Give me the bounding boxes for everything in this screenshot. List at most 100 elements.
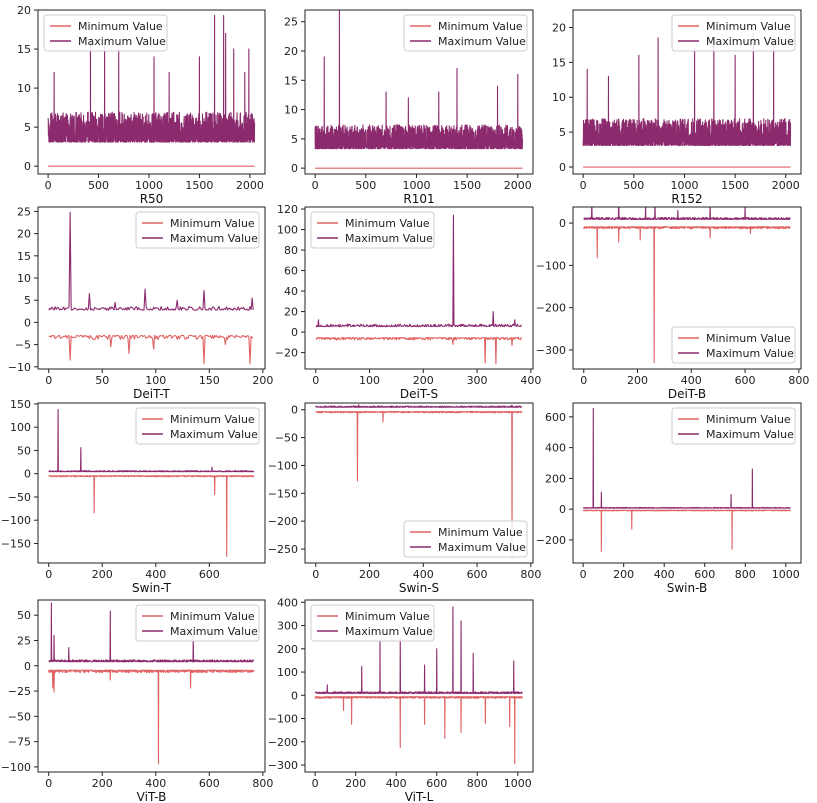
legend-minimum-label: Minimum Value (706, 413, 791, 426)
plot-area (582, 407, 791, 553)
x-tick-label: 0 (45, 568, 52, 581)
x-tick-label: 0 (580, 374, 587, 387)
y-tick-label: −100 (1, 761, 31, 774)
legend-box (671, 14, 796, 52)
x-tick-label: 600 (735, 374, 756, 387)
x-tick-label: 150 (199, 374, 220, 387)
x-tick-label: 50 (95, 374, 109, 387)
x-axis-label: ViT-L (405, 790, 434, 803)
legend-minimum-label: Minimum Value (438, 20, 523, 33)
x-tick-label: 600 (467, 568, 488, 581)
axes-frame (304, 206, 534, 370)
y-tick-label: 0 (24, 316, 31, 329)
maximum-value-line (583, 207, 791, 220)
x-tick-label: 0 (312, 179, 319, 192)
legend: Minimum Value Maximum Value (403, 14, 528, 52)
y-tick-label: −100 (1, 514, 31, 527)
x-tick-label: 100 (145, 374, 166, 387)
y-tick-label: 400 (545, 442, 566, 455)
subplot-swin-t: 0 200 400 600 −150 −100 −50 0 50 100 150 Swin-T Mini… (1, 398, 266, 595)
y-tick-label: 15 (17, 43, 31, 56)
legend-box (671, 407, 796, 445)
y-tick-label: 20 (284, 306, 298, 319)
x-tick-label: 1500 (453, 179, 481, 192)
y-tick-label: −150 (1, 537, 31, 550)
x-axis-label: R101 (403, 192, 434, 206)
x-tick-label: 400 (145, 568, 166, 581)
legend-minimum-label: Minimum Value (78, 20, 163, 33)
legend-minimum-label: Minimum Value (170, 217, 255, 230)
y-tick-label: 25 (284, 16, 298, 29)
y-tick-label: −300 (268, 759, 298, 772)
x-tick-label: 0 (580, 179, 587, 192)
y-tick-label: −100 (536, 259, 566, 272)
legend-minimum-label: Minimum Value (438, 526, 523, 539)
y-tick-label: 10 (17, 82, 31, 95)
y-tick-label: 15 (17, 250, 31, 263)
x-tick-label: 200 (92, 568, 113, 581)
y-tick-label: 20 (17, 228, 31, 241)
y-tick-label: 0 (559, 161, 566, 174)
x-tick-label: 0 (312, 568, 319, 581)
legend-maximum-label: Maximum Value (345, 625, 433, 638)
legend: Minimum Value Maximum Value (671, 326, 796, 364)
y-tick-label: 15 (284, 74, 298, 87)
x-tick-label: 0 (312, 374, 319, 387)
x-tick-label: 400 (520, 374, 541, 387)
y-tick-label: 5 (24, 121, 31, 134)
y-tick-label: 120 (277, 203, 298, 216)
minimum-value-line (48, 475, 255, 558)
legend-minimum-label: Minimum Value (170, 610, 255, 623)
y-tick-label: 20 (284, 45, 298, 58)
x-tick-label: 0 (45, 374, 52, 387)
legend-maximum-label: Maximum Value (78, 35, 166, 48)
plot-area (582, 26, 792, 168)
minimum-value-line (314, 696, 523, 765)
x-tick-label: 400 (386, 777, 407, 790)
y-tick-label: 0 (24, 660, 31, 673)
x-axis-label: R152 (671, 192, 702, 206)
subplot-vit-l: 0 200 400 600 800 1000 −300 −200 −100 0 100 200 300 4… (268, 596, 534, 803)
legend-box (135, 407, 260, 445)
y-tick-label: −300 (536, 344, 566, 357)
legend-maximum-label: Maximum Value (345, 232, 433, 245)
x-tick-label: 0 (45, 179, 52, 192)
y-tick-label: 15 (552, 56, 566, 69)
y-tick-label: −100 (268, 459, 298, 472)
y-tick-label: 20 (17, 4, 31, 17)
subplot-deit-b: 0 200 400 600 800 −300 −200 −100 0 DeiT-B Minimum … (536, 206, 809, 401)
minimum-value-line (315, 410, 523, 557)
legend-box (43, 14, 168, 52)
x-tick-label: 600 (199, 777, 220, 790)
maximum-value-line (48, 602, 255, 663)
y-tick-label: −50 (275, 432, 298, 445)
legend: Minimum Value Maximum Value (671, 407, 796, 445)
x-axis-label: Swin-S (399, 581, 439, 595)
y-tick-label: 0 (559, 503, 566, 516)
maximum-value-line (48, 408, 255, 473)
legend-minimum-label: Minimum Value (170, 413, 255, 426)
x-tick-label: 2000 (504, 179, 532, 192)
x-tick-label: 300 (467, 374, 488, 387)
y-tick-label: 25 (17, 205, 31, 218)
x-tick-label: 400 (145, 777, 166, 790)
subplot-vit-b: 0 200 400 600 800 −100 −75 −50 −25 0 25 50 ViT-B Mini… (1, 599, 273, 803)
subplot-swin-b: 0 200 400 600 800 1000−2000200400600Swin-BMin… (536, 402, 802, 595)
plot-area (583, 207, 791, 364)
x-tick-label: 1000 (402, 179, 430, 192)
x-tick-label: 1000 (504, 777, 532, 790)
legend-maximum-label: Maximum Value (170, 232, 258, 245)
subplot-r50: 0 500 1000 1500 2000 0 5 10 15 20 R50 Minimum Value… (17, 4, 266, 206)
axes-frame (37, 599, 266, 773)
y-tick-label: 100 (10, 421, 31, 434)
y-tick-label: 25 (17, 634, 31, 647)
x-tick-label: 1000 (135, 179, 163, 192)
x-tick-label: 600 (426, 777, 447, 790)
y-tick-label: −200 (268, 515, 298, 528)
axes-frame (37, 9, 266, 175)
x-tick-label: 200 (252, 374, 273, 387)
legend: Minimum Value Maximum Value (135, 604, 260, 642)
y-tick-label: 600 (545, 411, 566, 424)
x-tick-label: 600 (199, 568, 220, 581)
axes-frame (304, 599, 534, 773)
